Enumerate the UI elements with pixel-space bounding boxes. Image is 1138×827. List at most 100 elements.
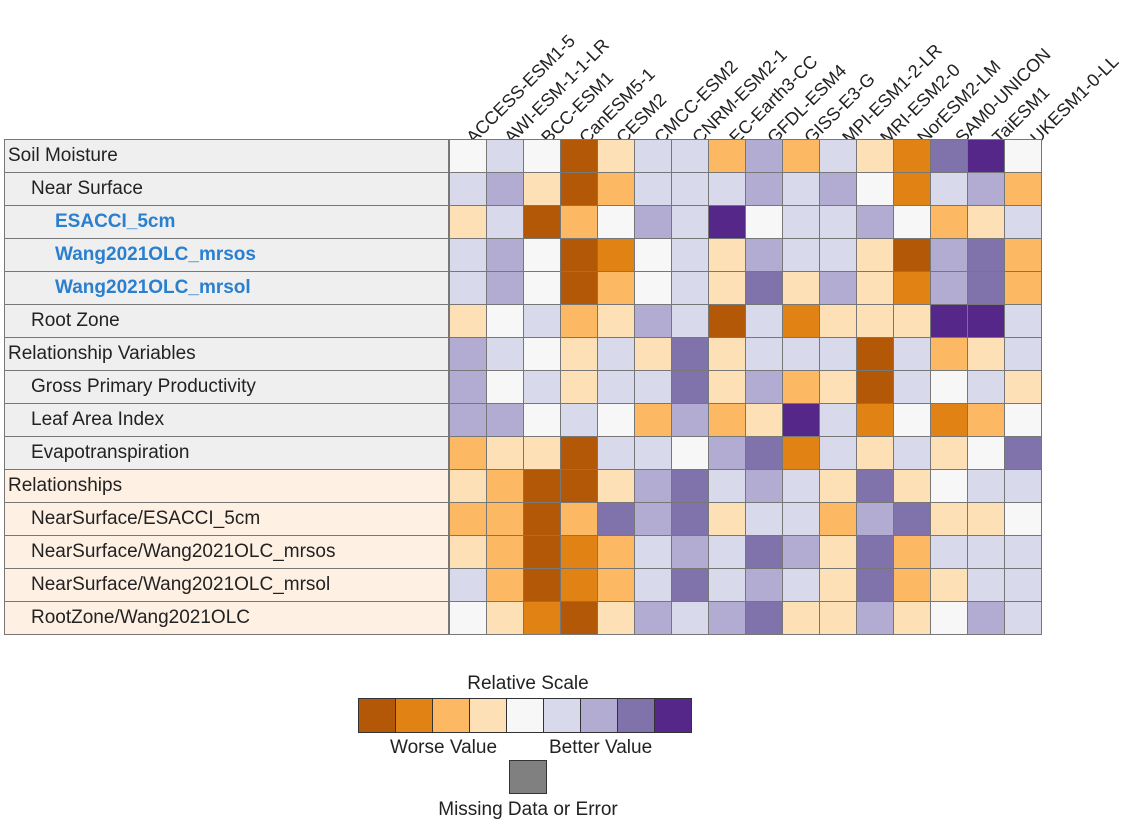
score-cell — [967, 436, 1005, 470]
score-cell — [486, 370, 524, 404]
score-cell — [560, 469, 598, 503]
score-cell — [819, 436, 857, 470]
legend-title: Relative Scale — [467, 673, 589, 694]
score-cell — [523, 337, 561, 371]
score-cell — [930, 601, 968, 635]
score-cell — [745, 205, 783, 239]
score-cell — [634, 502, 672, 536]
score-cell — [708, 403, 746, 437]
score-row — [449, 238, 1042, 272]
score-cell — [560, 205, 598, 239]
score-cell — [856, 370, 894, 404]
score-cell — [449, 304, 487, 338]
score-cell — [782, 139, 820, 173]
score-cell — [671, 337, 709, 371]
score-cell — [449, 139, 487, 173]
legend-missing-label: Missing Data or Error — [438, 799, 618, 820]
score-cell — [560, 304, 598, 338]
score-cell — [782, 205, 820, 239]
score-cell — [893, 535, 931, 569]
score-cell — [671, 271, 709, 305]
score-cell — [671, 601, 709, 635]
score-cell — [1004, 469, 1042, 503]
score-cell — [708, 502, 746, 536]
score-row — [449, 271, 1042, 305]
variable-row: ESACCI_5cm — [4, 205, 449, 239]
score-cell — [930, 370, 968, 404]
score-cell — [560, 172, 598, 206]
score-cell — [449, 469, 487, 503]
score-cell — [523, 304, 561, 338]
score-cell — [486, 601, 524, 635]
score-cell — [893, 403, 931, 437]
score-cell — [782, 172, 820, 206]
score-cell — [856, 568, 894, 602]
variable-row: RootZone/Wang2021OLC — [4, 601, 449, 635]
variable-row-label: Gross Primary Productivity — [4, 370, 449, 404]
score-cell — [930, 271, 968, 305]
score-cell — [523, 205, 561, 239]
score-cell — [671, 502, 709, 536]
variable-row: Wang2021OLC_mrsos — [4, 238, 449, 272]
score-cell — [745, 403, 783, 437]
score-cell — [597, 601, 635, 635]
score-cell — [523, 535, 561, 569]
score-cell — [634, 172, 672, 206]
score-cell — [856, 535, 894, 569]
score-cell — [708, 172, 746, 206]
legend-swatch — [395, 698, 433, 733]
score-cell — [634, 568, 672, 602]
score-cell — [671, 370, 709, 404]
score-cell — [893, 337, 931, 371]
score-cell — [856, 502, 894, 536]
variable-row: Gross Primary Productivity — [4, 370, 449, 404]
score-cell — [597, 271, 635, 305]
score-cell — [967, 205, 1005, 239]
score-cell — [745, 304, 783, 338]
score-cell — [745, 469, 783, 503]
score-cell — [597, 238, 635, 272]
score-cell — [523, 568, 561, 602]
variable-row-label: Root Zone — [4, 304, 449, 338]
score-cell — [930, 238, 968, 272]
variable-row-label: Relationship Variables — [4, 337, 449, 371]
score-cell — [930, 337, 968, 371]
score-cell — [745, 370, 783, 404]
score-cell — [486, 502, 524, 536]
score-cell — [930, 502, 968, 536]
score-cell — [449, 535, 487, 569]
score-cell — [745, 139, 783, 173]
score-cell — [523, 601, 561, 635]
score-cell — [523, 436, 561, 470]
score-cell — [523, 139, 561, 173]
score-cell — [745, 172, 783, 206]
score-cell — [819, 535, 857, 569]
score-cell — [486, 304, 524, 338]
score-cell — [634, 535, 672, 569]
variable-row-label: NearSurface/Wang2021OLC_mrsol — [4, 568, 449, 602]
score-cell — [597, 139, 635, 173]
score-cell — [523, 172, 561, 206]
score-cell — [819, 271, 857, 305]
score-cell — [856, 172, 894, 206]
score-cell — [708, 205, 746, 239]
score-cell — [560, 238, 598, 272]
score-row — [449, 337, 1042, 371]
score-cell — [560, 271, 598, 305]
score-cell — [560, 535, 598, 569]
score-row — [449, 403, 1042, 437]
score-cell — [597, 304, 635, 338]
variable-row: Relationships — [4, 469, 449, 503]
score-cell — [1004, 535, 1042, 569]
score-cell — [930, 535, 968, 569]
score-cell — [967, 403, 1005, 437]
score-cell — [1004, 205, 1042, 239]
score-cell — [930, 172, 968, 206]
score-cell — [449, 502, 487, 536]
score-cell — [1004, 139, 1042, 173]
variable-row-label: Relationships — [4, 469, 449, 503]
score-cell — [782, 535, 820, 569]
score-cell — [745, 238, 783, 272]
score-cell — [967, 271, 1005, 305]
